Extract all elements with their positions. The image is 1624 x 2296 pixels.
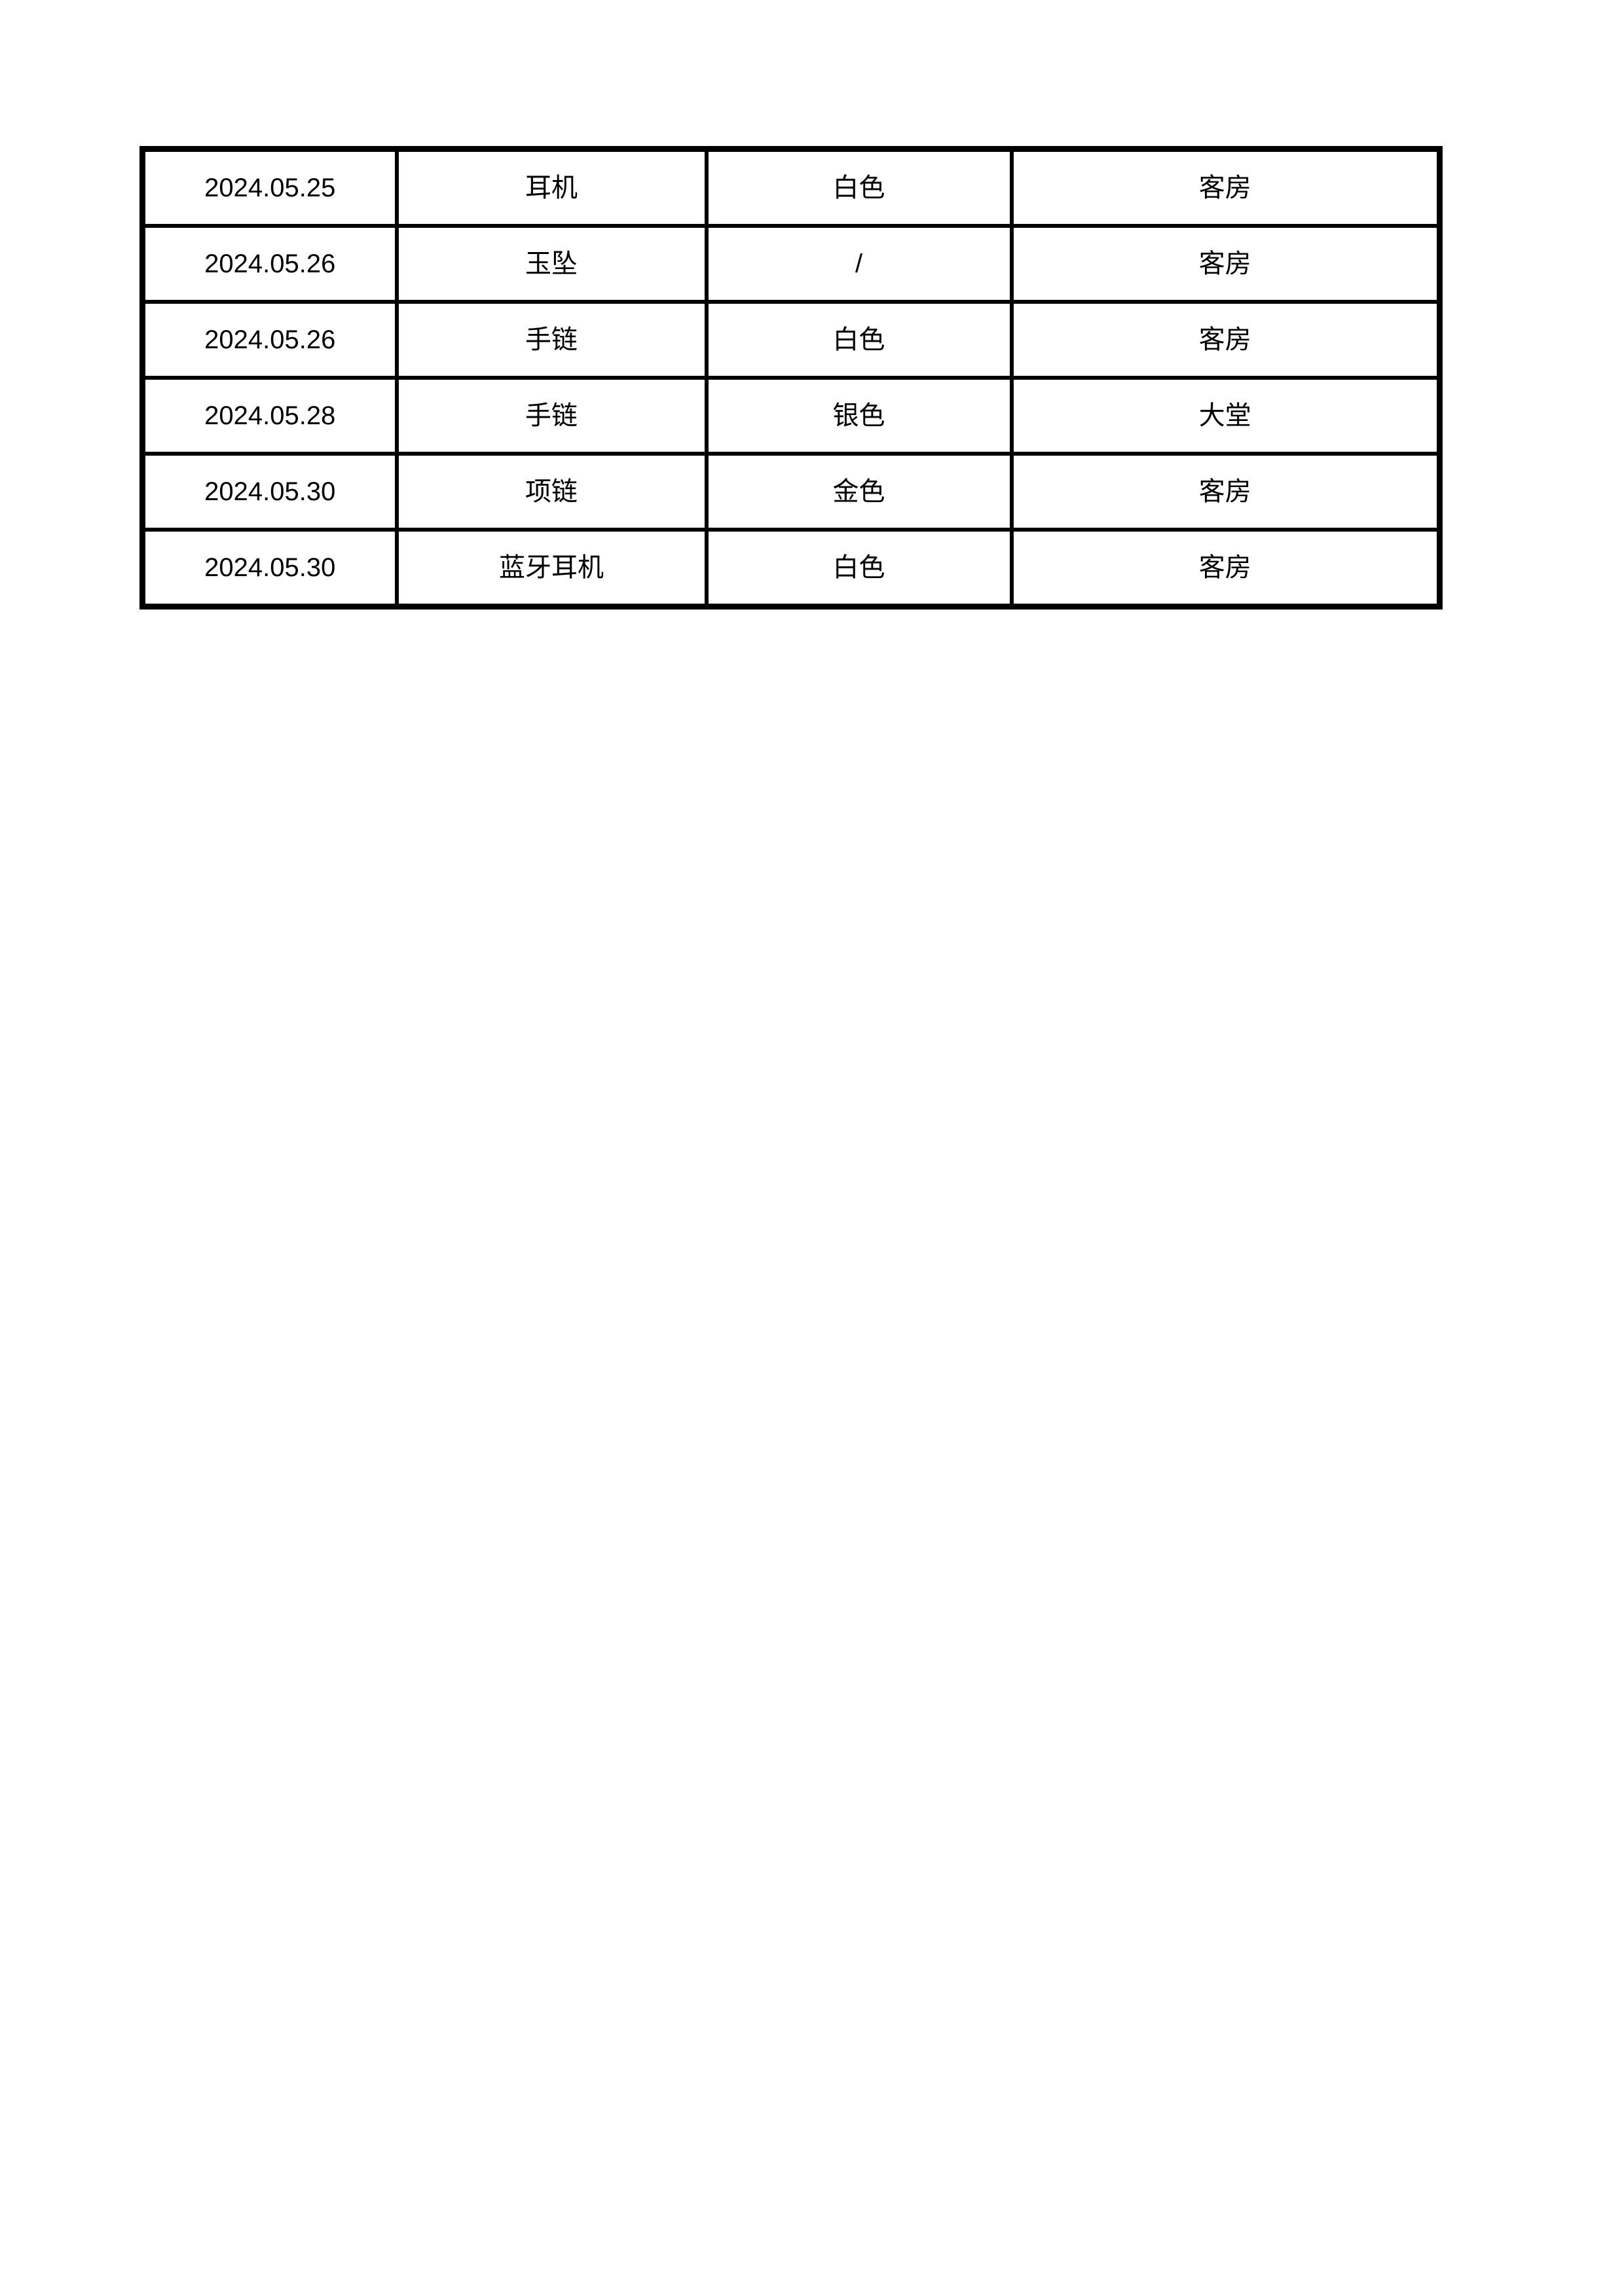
- table-row: 2024.05.26 玉坠 / 客房: [140, 224, 1442, 304]
- cell-location: 客房: [1009, 224, 1442, 304]
- cell-date: 2024.05.25: [140, 147, 399, 228]
- cell-location: 客房: [1009, 452, 1442, 532]
- cell-item: 玉坠: [394, 224, 709, 304]
- table-row: 2024.05.30 蓝牙耳机 白色 客房: [140, 528, 1442, 609]
- cell-location: 客房: [1009, 528, 1442, 609]
- table-row: 2024.05.26 手链 白色 客房: [140, 300, 1442, 380]
- cell-item: 手链: [394, 376, 709, 456]
- table-row: 2024.05.25 耳机 白色 客房: [140, 147, 1442, 228]
- cell-date: 2024.05.26: [140, 224, 399, 304]
- cell-color: 白色: [704, 300, 1014, 380]
- cell-date: 2024.05.26: [140, 300, 399, 380]
- cell-date: 2024.05.30: [140, 528, 399, 609]
- cell-location: 大堂: [1009, 376, 1442, 456]
- cell-color: 白色: [704, 147, 1014, 228]
- cell-item: 耳机: [394, 147, 709, 228]
- cell-location: 客房: [1009, 300, 1442, 380]
- cell-item: 蓝牙耳机: [394, 528, 709, 609]
- cell-item: 项链: [394, 452, 709, 532]
- cell-location: 客房: [1009, 147, 1442, 228]
- cell-color: 金色: [704, 452, 1014, 532]
- records-table: 2024.05.25 耳机 白色 客房 2024.05.26 玉坠 / 客房 2…: [139, 146, 1443, 610]
- table-row: 2024.05.28 手链 银色 大堂: [140, 376, 1442, 456]
- cell-color: 银色: [704, 376, 1014, 456]
- cell-color: /: [704, 224, 1014, 304]
- cell-date: 2024.05.28: [140, 376, 399, 456]
- cell-item: 手链: [394, 300, 709, 380]
- cell-color: 白色: [704, 528, 1014, 609]
- table-row: 2024.05.30 项链 金色 客房: [140, 452, 1442, 532]
- cell-date: 2024.05.30: [140, 452, 399, 532]
